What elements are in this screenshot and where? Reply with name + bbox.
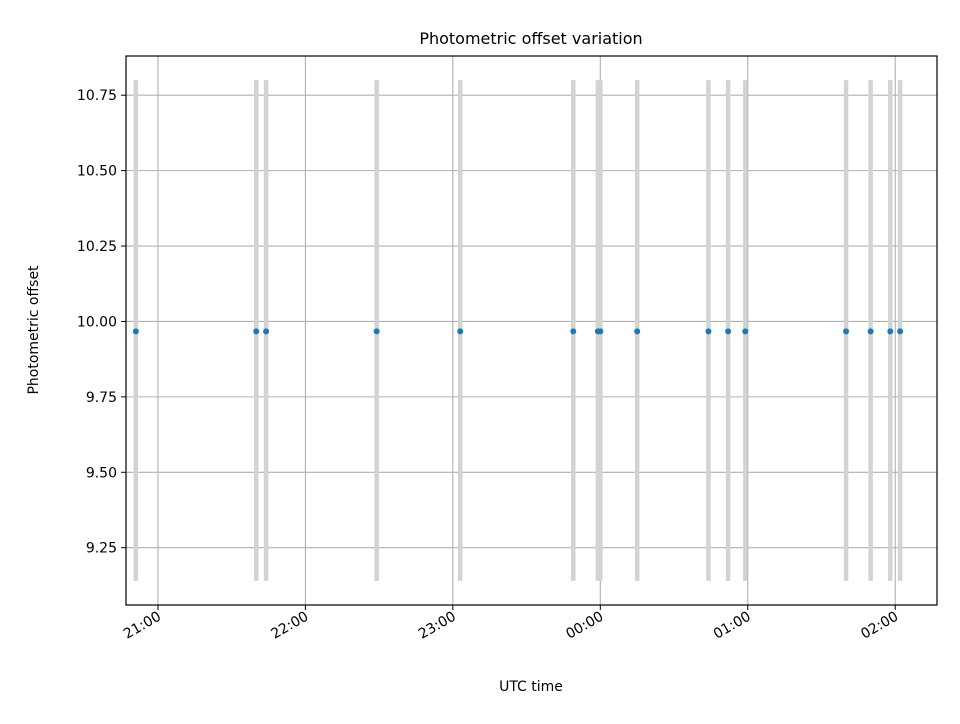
data-point — [843, 328, 850, 335]
data-point — [570, 328, 577, 335]
data-point — [725, 328, 732, 335]
y-tick-label: 9.50 — [86, 465, 117, 481]
data-point — [887, 328, 894, 335]
y-tick-label: 10.25 — [77, 239, 117, 255]
data-point — [867, 328, 874, 335]
y-tick-label: 10.50 — [77, 164, 117, 180]
data-point — [253, 328, 260, 335]
y-tick-label: 9.75 — [86, 390, 117, 406]
data-point — [634, 328, 641, 335]
data-point — [373, 328, 380, 335]
data-point — [742, 328, 749, 335]
data-point — [263, 328, 270, 335]
data-point — [897, 328, 904, 335]
y-tick-label: 10.00 — [77, 314, 117, 330]
data-points — [132, 328, 904, 335]
y-axis-label: Photometric offset — [26, 265, 42, 395]
y-axis: 9.25 9.50 9.75 10.00 10.25 10.50 10.75 — [77, 88, 126, 557]
data-point — [132, 328, 139, 335]
x-axis-label: UTC time — [499, 679, 563, 695]
data-point — [705, 328, 712, 335]
y-tick-label: 9.25 — [86, 541, 117, 557]
chart-title: Photometric offset variation — [419, 29, 642, 48]
plot-frame — [125, 55, 938, 606]
data-point — [597, 328, 604, 335]
y-tick-label: 10.75 — [77, 88, 117, 104]
data-point — [457, 328, 464, 335]
